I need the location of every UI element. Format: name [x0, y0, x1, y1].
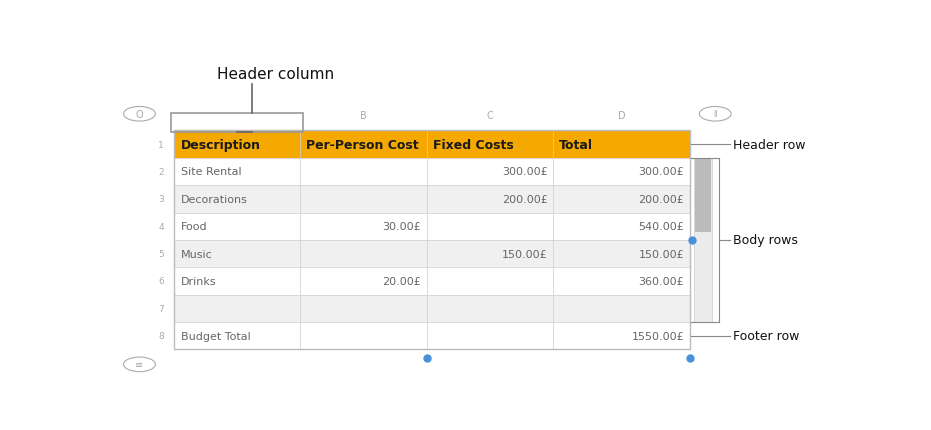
Bar: [301, 267, 427, 295]
Text: Description: Description: [182, 138, 262, 151]
Bar: [553, 240, 690, 267]
Text: Food: Food: [182, 222, 208, 232]
Text: Drinks: Drinks: [182, 276, 217, 286]
Bar: [695, 158, 711, 232]
Bar: [174, 131, 301, 158]
Bar: [301, 186, 427, 213]
Text: Site Rental: Site Rental: [182, 167, 242, 177]
Text: Fixed Costs: Fixed Costs: [433, 138, 513, 151]
Bar: [174, 267, 301, 295]
Text: 7: 7: [158, 304, 164, 313]
Bar: [427, 131, 553, 158]
Bar: [427, 158, 553, 186]
Text: 8: 8: [158, 332, 164, 341]
Text: Budget Total: Budget Total: [182, 331, 251, 341]
Bar: [695, 158, 711, 322]
Text: Header row: Header row: [734, 138, 805, 151]
Text: Per-Person Cost: Per-Person Cost: [306, 138, 419, 151]
Text: Header column: Header column: [217, 67, 333, 82]
Text: Total: Total: [559, 138, 593, 151]
Bar: [553, 295, 690, 322]
Text: Footer row: Footer row: [734, 329, 800, 342]
Bar: [553, 267, 690, 295]
Bar: [174, 131, 690, 350]
Text: 150.00£: 150.00£: [502, 249, 547, 259]
Text: Decorations: Decorations: [182, 194, 249, 204]
Text: 200.00£: 200.00£: [639, 194, 684, 204]
Text: 20.00£: 20.00£: [383, 276, 421, 286]
Text: ≡: ≡: [135, 359, 143, 369]
Text: Body rows: Body rows: [734, 234, 798, 247]
Bar: [301, 322, 427, 350]
Circle shape: [699, 107, 731, 122]
Bar: [427, 186, 553, 213]
Text: 2: 2: [158, 168, 164, 177]
Bar: [174, 158, 301, 186]
Bar: [553, 131, 690, 158]
Bar: [301, 295, 427, 322]
Text: 150.00£: 150.00£: [639, 249, 684, 259]
Bar: [174, 240, 301, 267]
Bar: [171, 114, 304, 132]
Text: O: O: [136, 110, 143, 120]
Bar: [427, 213, 553, 240]
Text: 3: 3: [158, 195, 164, 204]
Text: II: II: [713, 110, 718, 119]
Text: 5: 5: [158, 249, 164, 258]
Text: 4: 4: [158, 222, 164, 231]
Text: 200.00£: 200.00£: [502, 194, 547, 204]
Bar: [174, 186, 301, 213]
Bar: [301, 240, 427, 267]
Bar: [553, 186, 690, 213]
Text: Music: Music: [182, 249, 213, 259]
Bar: [301, 213, 427, 240]
Text: 300.00£: 300.00£: [502, 167, 547, 177]
Text: 1550.00£: 1550.00£: [631, 331, 684, 341]
Text: 540.00£: 540.00£: [639, 222, 684, 232]
Text: 1: 1: [158, 140, 164, 149]
Text: D: D: [618, 111, 626, 121]
Bar: [174, 295, 301, 322]
Text: B: B: [360, 111, 367, 121]
Bar: [174, 213, 301, 240]
Bar: [553, 158, 690, 186]
Bar: [301, 158, 427, 186]
Bar: [553, 322, 690, 350]
Circle shape: [124, 107, 155, 122]
Text: 30.00£: 30.00£: [383, 222, 421, 232]
Bar: [553, 213, 690, 240]
Text: 360.00£: 360.00£: [639, 276, 684, 286]
Text: 6: 6: [158, 277, 164, 286]
Bar: [427, 240, 553, 267]
Circle shape: [124, 357, 155, 372]
Bar: [174, 322, 301, 350]
Bar: [427, 295, 553, 322]
Bar: [427, 322, 553, 350]
Text: 300.00£: 300.00£: [639, 167, 684, 177]
Bar: [301, 131, 427, 158]
Bar: [427, 267, 553, 295]
Text: C: C: [487, 111, 493, 121]
